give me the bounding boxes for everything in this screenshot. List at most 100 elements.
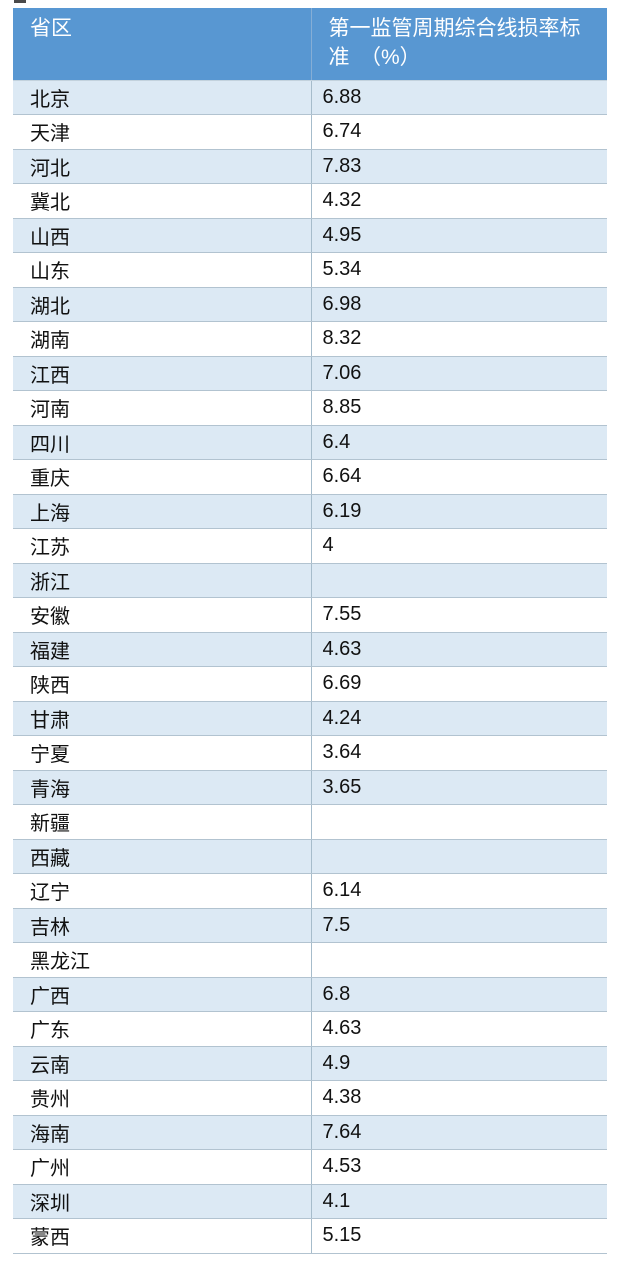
value-cell <box>311 804 607 840</box>
table-row: 深圳 4.1 <box>13 1184 607 1219</box>
value-cell: 4.24 <box>311 701 607 736</box>
value-cell: 4.63 <box>311 1011 607 1047</box>
table-row: 北京 6.88 <box>13 80 607 115</box>
header-row: 省区 第一监管周期综合线损率标 准 （%） <box>13 8 607 81</box>
table-row: 四川 6.4 <box>13 425 607 460</box>
province-cell: 四川 <box>13 425 312 460</box>
value-cell: 4.95 <box>311 218 607 253</box>
province-cell: 山西 <box>13 218 312 253</box>
province-cell: 山东 <box>13 252 312 288</box>
value-cell: 6.8 <box>311 977 607 1012</box>
table-row: 云南 4.9 <box>13 1046 607 1081</box>
province-cell: 青海 <box>13 770 312 805</box>
table-header: 省区 第一监管周期综合线损率标 准 （%） <box>13 8 607 81</box>
value-cell <box>311 839 607 874</box>
province-cell: 江苏 <box>13 528 312 564</box>
value-cell: 3.64 <box>311 735 607 771</box>
table-row: 西藏 <box>13 839 607 874</box>
value-cell: 5.34 <box>311 252 607 288</box>
header-standard-line2: 准 （%） <box>328 46 421 69</box>
value-cell: 6.19 <box>311 494 607 529</box>
header-standard-line1: 第一监管周期综合线损率标 <box>328 17 581 40</box>
table-row: 安徽 7.55 <box>13 597 607 633</box>
table-row: 陕西 6.69 <box>13 666 607 702</box>
province-cell: 广州 <box>13 1149 312 1185</box>
table-row: 山西 4.95 <box>13 218 607 253</box>
table-body: 北京 6.88 天津 6.74 河北 7.83 冀北 4.32 山西 4.95 山东 5.34 湖北 6.… <box>13 80 607 1254</box>
province-cell: 云南 <box>13 1046 312 1081</box>
table-row: 上海 6.19 <box>13 494 607 529</box>
table-row: 江西 7.06 <box>13 356 607 391</box>
value-cell: 6.14 <box>311 873 607 909</box>
province-cell: 西藏 <box>13 839 312 874</box>
value-cell: 7.64 <box>311 1115 607 1150</box>
province-cell: 江西 <box>13 356 312 391</box>
value-cell: 4.53 <box>311 1149 607 1185</box>
province-cell: 辽宁 <box>13 873 312 909</box>
value-cell: 4.63 <box>311 632 607 667</box>
value-cell: 8.32 <box>311 321 607 357</box>
value-cell <box>311 942 607 978</box>
value-cell: 6.64 <box>311 459 607 495</box>
value-cell: 4 <box>311 528 607 564</box>
top-edge-artifact <box>14 0 26 3</box>
table-row: 重庆 6.64 <box>13 459 607 495</box>
province-cell: 河南 <box>13 390 312 426</box>
table-row: 福建 4.63 <box>13 632 607 667</box>
value-cell: 6.98 <box>311 287 607 322</box>
province-cell: 新疆 <box>13 804 312 840</box>
table-row: 湖北 6.98 <box>13 287 607 322</box>
table-row: 河北 7.83 <box>13 149 607 184</box>
province-cell: 湖北 <box>13 287 312 322</box>
table-row: 海南 7.64 <box>13 1115 607 1150</box>
table-row: 黑龙江 <box>13 942 607 978</box>
header-cell-province: 省区 <box>13 8 312 81</box>
value-cell: 6.74 <box>311 114 607 150</box>
table-row: 天津 6.74 <box>13 114 607 150</box>
value-cell: 5.15 <box>311 1218 607 1254</box>
value-cell: 4.38 <box>311 1080 607 1116</box>
table-row: 广州 4.53 <box>13 1149 607 1185</box>
province-cell: 宁夏 <box>13 735 312 771</box>
value-cell: 4.9 <box>311 1046 607 1081</box>
province-cell: 贵州 <box>13 1080 312 1116</box>
table-row: 冀北 4.32 <box>13 183 607 219</box>
line-loss-table: 省区 第一监管周期综合线损率标 准 （%） 北京 6.88 天津 6.74 河北 7.83… <box>13 8 607 1254</box>
value-cell: 6.4 <box>311 425 607 460</box>
value-cell <box>311 563 607 598</box>
table-row: 广西 6.8 <box>13 977 607 1012</box>
province-cell: 湖南 <box>13 321 312 357</box>
province-cell: 浙江 <box>13 563 312 598</box>
value-cell: 7.55 <box>311 597 607 633</box>
province-cell: 深圳 <box>13 1184 312 1219</box>
province-cell: 安徽 <box>13 597 312 633</box>
province-cell: 广东 <box>13 1011 312 1047</box>
value-cell: 4.1 <box>311 1184 607 1219</box>
province-cell: 海南 <box>13 1115 312 1150</box>
table-row: 湖南 8.32 <box>13 321 607 357</box>
province-cell: 甘肃 <box>13 701 312 736</box>
value-cell: 4.32 <box>311 183 607 219</box>
table-row: 贵州 4.38 <box>13 1080 607 1116</box>
table-row: 浙江 <box>13 563 607 598</box>
province-cell: 上海 <box>13 494 312 529</box>
table-row: 宁夏 3.64 <box>13 735 607 771</box>
province-cell: 重庆 <box>13 459 312 495</box>
value-cell: 6.69 <box>311 666 607 702</box>
table-row: 江苏 4 <box>13 528 607 564</box>
table-row: 河南 8.85 <box>13 390 607 426</box>
province-cell: 冀北 <box>13 183 312 219</box>
value-cell: 3.65 <box>311 770 607 805</box>
table-row: 山东 5.34 <box>13 252 607 288</box>
value-cell: 6.88 <box>311 80 607 115</box>
value-cell: 7.83 <box>311 149 607 184</box>
table-row: 新疆 <box>13 804 607 840</box>
table-row: 甘肃 4.24 <box>13 701 607 736</box>
value-cell: 8.85 <box>311 390 607 426</box>
value-cell: 7.06 <box>311 356 607 391</box>
table-row: 广东 4.63 <box>13 1011 607 1047</box>
province-cell: 黑龙江 <box>13 942 312 978</box>
table-row: 吉林 7.5 <box>13 908 607 943</box>
province-cell: 天津 <box>13 114 312 150</box>
